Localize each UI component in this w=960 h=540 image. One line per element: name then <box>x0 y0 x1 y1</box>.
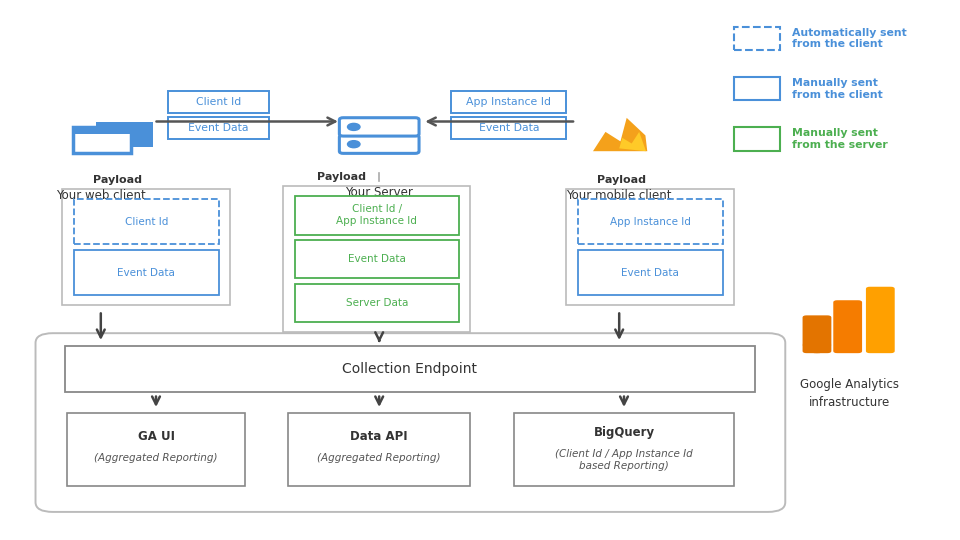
FancyBboxPatch shape <box>74 249 219 295</box>
Text: Event Data: Event Data <box>188 123 249 133</box>
FancyBboxPatch shape <box>340 118 420 136</box>
FancyBboxPatch shape <box>168 91 269 113</box>
FancyBboxPatch shape <box>734 127 780 151</box>
FancyBboxPatch shape <box>734 77 780 100</box>
FancyBboxPatch shape <box>96 122 154 147</box>
Circle shape <box>804 338 830 353</box>
FancyBboxPatch shape <box>73 127 131 153</box>
Text: Collection Endpoint: Collection Endpoint <box>343 362 477 375</box>
Text: App Instance Id: App Instance Id <box>610 217 691 227</box>
Text: Client Id: Client Id <box>125 217 168 227</box>
Text: Payload: Payload <box>92 174 142 185</box>
Text: Server Data: Server Data <box>346 298 408 308</box>
FancyBboxPatch shape <box>295 240 459 279</box>
FancyBboxPatch shape <box>283 186 470 332</box>
FancyBboxPatch shape <box>295 196 459 234</box>
Text: Your Server: Your Server <box>346 186 413 199</box>
FancyBboxPatch shape <box>578 249 723 295</box>
Polygon shape <box>593 118 647 151</box>
Text: Automatically sent
from the client: Automatically sent from the client <box>792 28 907 50</box>
FancyBboxPatch shape <box>578 199 723 244</box>
Text: GA UI: GA UI <box>137 429 175 443</box>
Text: (Aggregated Reporting): (Aggregated Reporting) <box>94 453 218 463</box>
FancyBboxPatch shape <box>451 91 566 113</box>
FancyBboxPatch shape <box>566 189 734 305</box>
Circle shape <box>348 123 360 130</box>
FancyBboxPatch shape <box>833 300 862 353</box>
Text: Client Id: Client Id <box>196 97 241 107</box>
Text: (Aggregated Reporting): (Aggregated Reporting) <box>318 453 441 463</box>
Text: Event Data: Event Data <box>117 267 176 278</box>
Text: Event Data: Event Data <box>621 267 680 278</box>
Polygon shape <box>619 132 646 151</box>
FancyBboxPatch shape <box>62 189 230 305</box>
FancyBboxPatch shape <box>295 284 459 322</box>
FancyBboxPatch shape <box>340 135 420 153</box>
Text: BigQuery: BigQuery <box>593 426 655 439</box>
FancyBboxPatch shape <box>65 346 755 392</box>
Text: Client Id /
App Instance Id: Client Id / App Instance Id <box>336 205 418 226</box>
FancyBboxPatch shape <box>67 413 245 486</box>
Text: Payload: Payload <box>596 174 646 185</box>
Text: Your web client: Your web client <box>56 189 146 202</box>
Text: Manually sent
from the client: Manually sent from the client <box>792 78 883 99</box>
Text: Manually sent
from the server: Manually sent from the server <box>792 128 888 150</box>
Text: Google Analytics
infrastructure: Google Analytics infrastructure <box>800 378 900 409</box>
Text: Event Data: Event Data <box>348 254 406 264</box>
FancyBboxPatch shape <box>73 127 131 134</box>
Text: Data API: Data API <box>350 429 408 443</box>
FancyBboxPatch shape <box>514 413 734 486</box>
Text: Payload: Payload <box>317 172 366 182</box>
FancyBboxPatch shape <box>451 117 566 139</box>
FancyBboxPatch shape <box>168 117 269 139</box>
Text: Your mobile client: Your mobile client <box>566 189 672 202</box>
FancyBboxPatch shape <box>803 315 831 353</box>
FancyBboxPatch shape <box>734 27 780 50</box>
FancyBboxPatch shape <box>288 413 470 486</box>
Text: (Client Id / App Instance Id
based Reporting): (Client Id / App Instance Id based Repor… <box>555 449 693 471</box>
FancyBboxPatch shape <box>74 199 219 244</box>
Circle shape <box>348 140 360 148</box>
FancyBboxPatch shape <box>866 287 895 353</box>
Text: Event Data: Event Data <box>478 123 540 133</box>
Text: App Instance Id: App Instance Id <box>467 97 551 107</box>
